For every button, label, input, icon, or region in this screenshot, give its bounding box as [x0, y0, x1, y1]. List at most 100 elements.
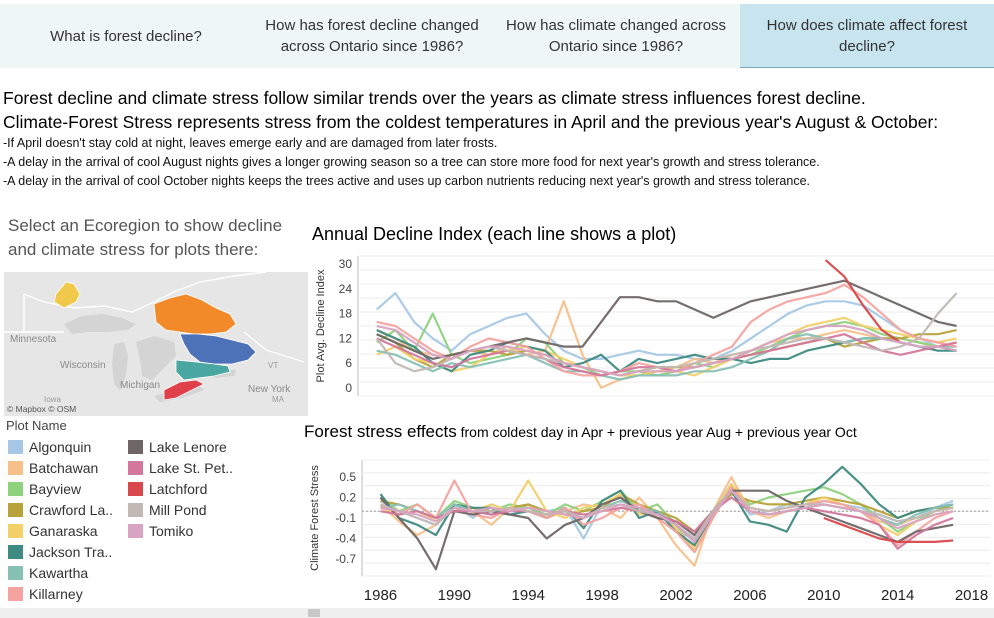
y-axis-label: Climate Forest Stress [309, 465, 321, 571]
climate-stress-chart[interactable]: 0.5 0.2 -0.1 -0.4 -0.7 Climate Forest Stress 1… [306, 448, 994, 608]
series-line-tomiko [376, 324, 957, 377]
stress-chart-title-sub: from coldest day in Apr + previous year … [456, 424, 857, 440]
legend-swatch [128, 461, 143, 475]
legend-swatch [8, 587, 23, 601]
legend-label: Batchawan [29, 460, 99, 476]
border-line-east [243, 331, 305, 363]
legend-item-ganaraska[interactable]: Ganaraska [8, 521, 97, 541]
tab-label: How has climate changed across Ontario s… [505, 17, 727, 55]
story-tabs: What is forest decline? How has forest d… [0, 4, 994, 68]
legend-swatch [8, 482, 23, 496]
decline-index-chart[interactable]: 0 6 12 18 24 30 Plot Avg. Decline Index [310, 250, 994, 400]
x-tick-label: 1998 [585, 587, 618, 604]
series-line-jackson-tra [379, 465, 954, 547]
y-tick-label: 6 [345, 356, 352, 370]
series-line-latchford [824, 259, 902, 344]
legend-item-kawartha[interactable]: Kawartha [8, 563, 88, 583]
stress-chart-title-main: Forest stress effects [304, 422, 457, 441]
legend-label: Algonquin [29, 439, 92, 455]
legend-swatch [8, 566, 23, 580]
legend-title: Plot Name [6, 418, 67, 433]
legend-item-latchford[interactable]: Latchford [128, 479, 207, 499]
ecoregion-north[interactable] [153, 293, 237, 335]
x-tick-label: 2018 [955, 587, 988, 604]
series-line-kawartha [376, 333, 957, 381]
y-tick-label: 12 [339, 331, 353, 345]
tab-climate-change[interactable]: How has climate changed across Ontario s… [492, 4, 740, 68]
legend-item-lake-lenore[interactable]: Lake Lenore [128, 437, 227, 457]
map-label-new-york: New York [248, 384, 291, 395]
legend-item-algonquin[interactable]: Algonquin [8, 437, 91, 457]
legend-label: Lake Lenore [149, 439, 227, 455]
headline-stress-definition: Climate-Forest Stress represents stress … [3, 112, 939, 132]
tab-climate-affect-decline[interactable]: How does climate affect forest decline? [740, 4, 994, 68]
legend-swatch [8, 545, 23, 559]
y-tick-label: 18 [339, 307, 353, 321]
lake-superior [64, 314, 136, 334]
series-line-lake-st-pet [376, 333, 957, 377]
tab-forest-decline-change[interactable]: How has forest decline changed across On… [252, 4, 492, 68]
y-tick-label: 24 [339, 282, 353, 296]
series-line-latchford [823, 516, 954, 543]
legend-label: Bayview [29, 481, 82, 497]
ecoregion-south[interactable] [163, 379, 205, 401]
legend-item-jackson-tract[interactable]: Jackson Tra.. [8, 542, 112, 562]
lake-huron [136, 336, 176, 380]
legend-item-crawford-lake[interactable]: Crawford La.. [8, 500, 113, 520]
map-label-wisconsin: Wisconsin [60, 360, 106, 371]
legend-item-batchawan[interactable]: Batchawan [8, 458, 98, 478]
y-tick-label: -0.1 [335, 511, 356, 525]
series-line-mill-pond [375, 292, 958, 377]
legend-item-killarney[interactable]: Killarney [8, 584, 83, 604]
y-tick-label: 0 [345, 381, 352, 395]
y-tick-label: -0.4 [335, 531, 356, 545]
legend-item-mill-pond[interactable]: Mill Pond [128, 500, 207, 520]
legend-label: Mill Pond [149, 502, 207, 518]
ecoregion-northwest[interactable] [53, 281, 81, 309]
legend-label: Killarney [29, 586, 83, 602]
ecoregion-central[interactable] [179, 333, 257, 365]
map-label-minnesota: Minnesota [10, 334, 57, 345]
series-line-tomiko [380, 489, 954, 543]
legend-swatch [128, 440, 143, 454]
x-tick-label: 1986 [364, 587, 397, 604]
bullet-october: -A delay in the arrival of cool October … [3, 174, 810, 188]
legend-item-bayview[interactable]: Bayview [8, 479, 81, 499]
lake-michigan [112, 342, 128, 390]
x-tick-label: 1990 [438, 587, 471, 604]
tab-what-is-forest-decline[interactable]: What is forest decline? [0, 4, 252, 68]
map-attribution[interactable]: © Mapbox © OSM [7, 404, 76, 414]
tab-label: What is forest decline? [50, 27, 202, 45]
x-tick-label: 2002 [659, 587, 692, 604]
legend-label: Jackson Tra.. [29, 544, 113, 560]
legend-label: Latchford [149, 481, 208, 497]
ecoregion-east[interactable] [175, 359, 231, 381]
scrollbar-thumb[interactable] [308, 609, 320, 617]
horizontal-scrollbar[interactable] [0, 608, 994, 618]
legend-swatch [128, 524, 143, 538]
legend-swatch [128, 482, 143, 496]
legend-label: Lake St. Pet.. [149, 460, 234, 476]
bullet-april: -If April doesn't stay cold at night, le… [3, 136, 498, 150]
tab-label: How does climate affect forest decline? [766, 16, 968, 55]
legend-item-tomiko[interactable]: Tomiko [128, 521, 193, 541]
legend-item-lake-st-peter[interactable]: Lake St. Pet.. [128, 458, 233, 478]
legend-swatch [128, 503, 143, 517]
legend-label: Ganaraska [29, 523, 98, 539]
x-tick-label: 2014 [881, 587, 914, 604]
stress-chart-title: Forest stress effects from coldest day i… [304, 422, 857, 442]
map-label-ma: MA [272, 395, 285, 404]
y-axis-label: Plot Avg. Decline Index [315, 269, 327, 382]
y-tick-label: 0.5 [339, 470, 356, 484]
headline-trend: Forest decline and climate stress follow… [3, 88, 866, 108]
series-line-algonquin [375, 292, 957, 360]
ecoregion-prompt: Select an Ecoregion to show decline and … [8, 216, 283, 259]
map-label-vt: VT [268, 361, 278, 370]
ecoregion-map[interactable]: Minnesota Wisconsin Michigan New York Io… [4, 272, 308, 416]
legend-label: Tomiko [149, 523, 194, 539]
bullet-august: -A delay in the arrival of cool August n… [3, 155, 820, 169]
state-border [4, 294, 64, 333]
tab-label: How has forest decline changed across On… [265, 17, 479, 55]
decline-chart-title: Annual Decline Index (each line shows a … [312, 224, 677, 244]
legend-label: Crawford La.. [29, 502, 114, 518]
